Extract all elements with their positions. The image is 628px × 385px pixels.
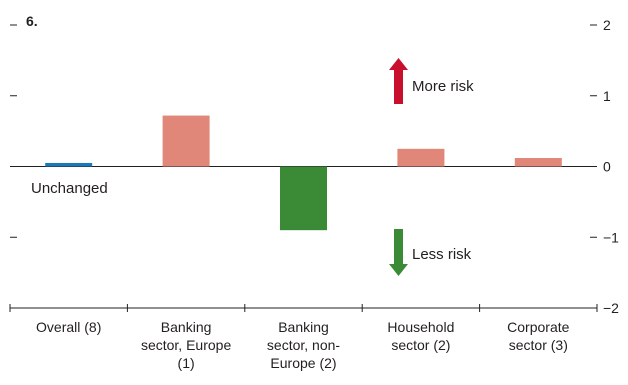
y-ticks: 2 1 0 −1 −2	[10, 17, 619, 316]
y-tick-label: 2	[603, 17, 611, 33]
category-label: Household sector (2)	[387, 319, 454, 353]
panel-label: 6.	[26, 13, 38, 29]
bar	[162, 115, 210, 167]
bar	[514, 158, 562, 167]
category-label: Banking sector, non-Europe (2)	[267, 319, 340, 371]
category-label: Banking sector, Europe (1)	[141, 319, 231, 371]
less-risk-arrow	[389, 229, 408, 276]
y-tick-label: 1	[603, 88, 611, 104]
bar	[45, 162, 93, 167]
category-label: Overall (8)	[36, 319, 101, 335]
more-risk-arrow	[389, 58, 408, 104]
y-tick-label: −1	[603, 229, 619, 245]
bar	[280, 166, 327, 231]
bars	[45, 115, 562, 231]
bar	[397, 148, 445, 167]
unchanged-annotation: Unchanged	[31, 180, 108, 197]
category-labels: Overall (8) Banking sector, Europe (1) Banki…	[36, 319, 570, 371]
y-tick-label: −2	[603, 300, 619, 316]
less-risk-annotation: Less risk	[412, 246, 472, 263]
more-risk-annotation: More risk	[412, 78, 474, 95]
category-label: Corporate sector (3)	[507, 319, 569, 353]
y-tick-label: 0	[603, 159, 611, 175]
